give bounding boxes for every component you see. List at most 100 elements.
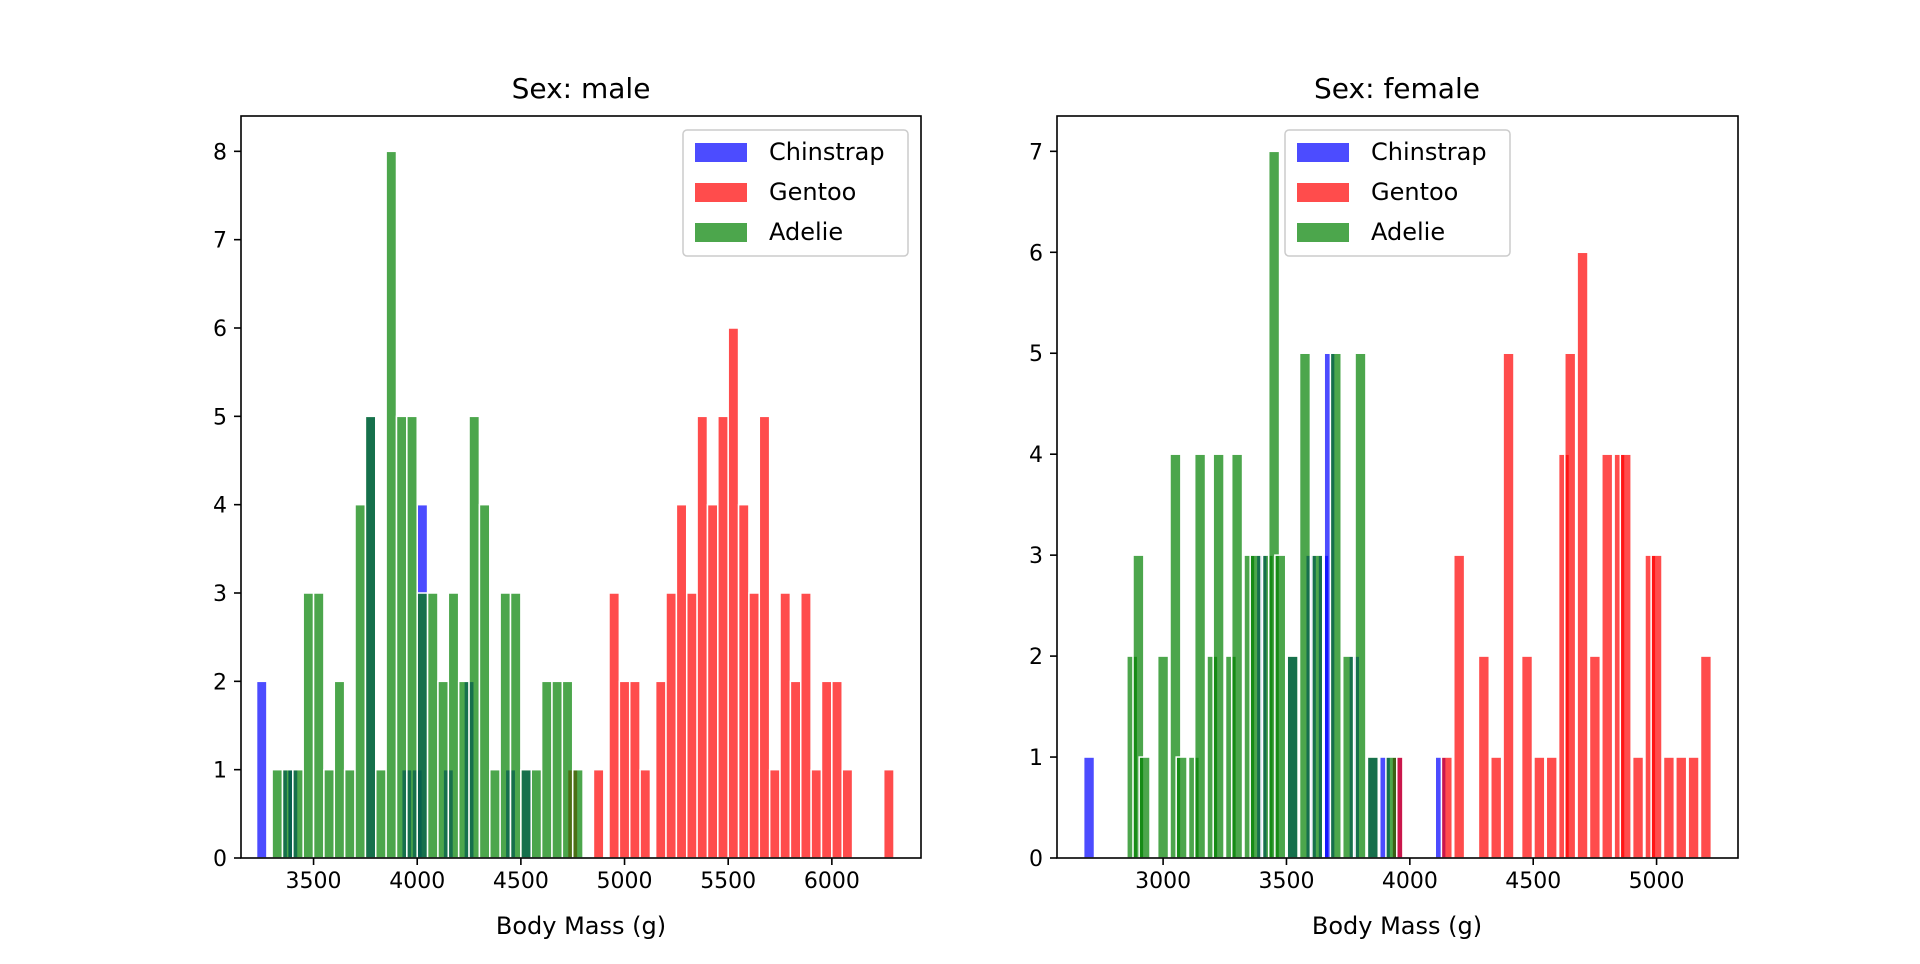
bar-gentoo-6 [654, 680, 667, 859]
bar-adelie-1 [281, 768, 294, 859]
bar-gentoo-15 [748, 592, 761, 859]
y-tick-label: 6 [213, 317, 227, 342]
plot-frame [1056, 115, 1739, 859]
bar-adelie-24 [520, 768, 532, 859]
bar-gentoo-18 [1650, 554, 1663, 859]
chart-title: Sex: female [1314, 72, 1480, 105]
bar-gentoo-12 [717, 415, 729, 859]
bar-adelie-11 [385, 150, 398, 859]
chart-title: Sex: male [512, 72, 651, 105]
x-axis-label: Body Mass (g) [1312, 912, 1482, 940]
y-tick-label: 3 [1029, 544, 1043, 569]
bar-adelie-19 [1311, 554, 1324, 859]
legend-swatch-chinstrap [695, 143, 747, 162]
x-tick-label: 3500 [286, 869, 342, 894]
bar-adelie-7 [1193, 453, 1207, 859]
legend-swatch-gentoo [1297, 183, 1349, 202]
y-tick-label: 5 [213, 405, 227, 430]
bar-adelie-2 [292, 768, 304, 859]
x-tick-label: 5500 [700, 869, 756, 894]
bar-gentoo-3 [618, 680, 631, 859]
bar-gentoo-20 [1675, 756, 1688, 859]
bar-adelie-16 [1274, 554, 1287, 859]
bar-adelie-16 [437, 680, 450, 859]
x-tick-label: 5000 [1629, 869, 1685, 894]
bar-gentoo-4 [628, 680, 641, 859]
legend-label-gentoo: Gentoo [769, 178, 856, 206]
bar-gentoo-14 [737, 503, 750, 859]
bar-adelie-26 [540, 680, 553, 859]
bar-adelie-9 [1212, 453, 1225, 859]
bar-adelie-18 [1298, 352, 1312, 859]
bar-gentoo-25 [882, 768, 895, 859]
y-tick-label: 7 [213, 229, 227, 254]
bar-adelie-20 [1329, 352, 1342, 859]
bar-adelie-28 [561, 680, 574, 859]
bar-gentoo-5 [639, 768, 652, 859]
bar-chinstrap-0 [255, 680, 268, 859]
bar-adelie-18 [457, 680, 470, 859]
x-tick-label: 3500 [1258, 869, 1314, 894]
bar-gentoo-19 [789, 680, 802, 859]
y-tick-label: 8 [213, 140, 227, 165]
y-tick-label: 3 [213, 582, 227, 607]
bar-gentoo-20 [800, 592, 812, 859]
y-tick-label: 6 [1029, 241, 1043, 266]
bar-adelie-4 [312, 592, 325, 859]
y-axis-ticks: 0 1 2 3 4 5 6 7 8 [213, 140, 241, 872]
bar-gentoo-16 [1631, 756, 1645, 859]
y-tick-label: 7 [1029, 140, 1043, 165]
bar-adelie-8 [354, 503, 367, 859]
bar-gentoo-5 [1502, 352, 1515, 859]
legend-label-chinstrap: Chinstrap [769, 138, 885, 166]
legend-swatch-chinstrap [1297, 143, 1349, 162]
legend: Chinstrap Gentoo Adelie [682, 129, 909, 257]
bar-gentoo-2 [608, 592, 621, 859]
bar-adelie-0 [271, 768, 284, 859]
x-tick-label: 4000 [389, 869, 445, 894]
bar-adelie-27 [551, 680, 564, 859]
bar-adelie-2 [1138, 756, 1151, 859]
legend-label-adelie: Adelie [769, 218, 843, 246]
bar-gentoo-13 [1601, 453, 1614, 859]
x-tick-label: 4500 [1505, 869, 1561, 894]
bar-adelie-10 [375, 768, 387, 859]
bar-adelie-3 [302, 592, 315, 859]
bar-adelie-20 [478, 503, 491, 859]
bar-adelie-29 [571, 768, 584, 859]
bar-gentoo-10 [1564, 352, 1577, 859]
bar-gentoo-22 [820, 680, 833, 859]
bar-adelie-5 [323, 768, 336, 859]
legend-swatch-adelie [695, 223, 747, 242]
bar-adelie-23 [1366, 756, 1380, 859]
legend: Chinstrap Gentoo Adelie [1284, 129, 1511, 257]
legend-label-adelie: Adelie [1371, 218, 1445, 246]
bar-gentoo-3 [1477, 655, 1491, 859]
bar-adelie-23 [509, 592, 522, 859]
bar-gentoo-10 [696, 415, 709, 859]
bar-gentoo-11 [1576, 251, 1589, 859]
chart-male: Sex: male 3500 4000 4500 5000 5500 6000 0 1 2 3 4… [213, 72, 922, 940]
bar-adelie-13 [406, 415, 418, 859]
bar-adelie-3 [1156, 655, 1170, 859]
bar-gentoo-1 [592, 768, 605, 859]
bar-gentoo-16 [758, 415, 771, 859]
bar-gentoo-8 [675, 503, 688, 859]
bar-gentoo-6 [1520, 655, 1534, 859]
bar-adelie-22 [1354, 352, 1367, 859]
bar-gentoo-22 [1699, 655, 1713, 859]
bar-adelie-11 [1230, 453, 1244, 859]
bar-adelie-17 [1286, 655, 1299, 859]
legend-label-chinstrap: Chinstrap [1371, 138, 1487, 166]
y-tick-label: 4 [213, 494, 227, 519]
chart-female: Sex: female 3000 3500 4000 4500 5000 0 1 2 3 4 5 6… [1029, 72, 1739, 940]
bar-adelie-14 [416, 592, 429, 859]
bar-adelie-21 [489, 768, 501, 859]
bar-gentoo-13 [727, 327, 740, 859]
bar-adelie-15 [426, 592, 439, 859]
bar-gentoo-4 [1490, 756, 1503, 859]
legend-swatch-adelie [1297, 223, 1349, 242]
bar-gentoo-21 [1687, 756, 1700, 859]
y-axis-ticks: 0 1 2 3 4 5 6 7 [1029, 140, 1057, 872]
